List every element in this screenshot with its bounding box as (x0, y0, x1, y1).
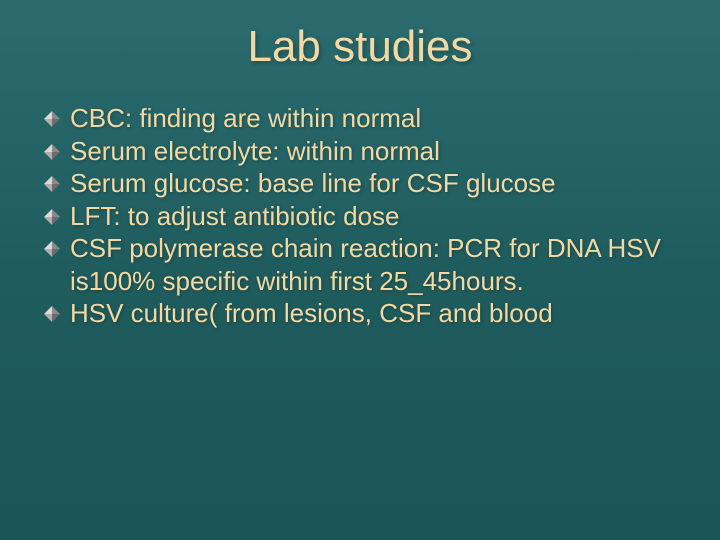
bullet-list: CBC: finding are within normal Serum ele… (0, 72, 720, 330)
diamond-bullet-icon (44, 241, 60, 257)
bullet-text: CSF polymerase chain reaction: PCR for D… (70, 232, 676, 297)
bullet-text: CBC: finding are within normal (70, 102, 421, 135)
diamond-bullet-icon (44, 209, 60, 225)
list-item: CSF polymerase chain reaction: PCR for D… (44, 232, 676, 297)
list-item: HSV culture( from lesions, CSF and blood (44, 297, 676, 330)
list-item: Serum electrolyte: within normal (44, 135, 676, 168)
bullet-text: LFT: to adjust antibiotic dose (70, 200, 400, 233)
diamond-bullet-icon (44, 144, 60, 160)
list-item: CBC: finding are within normal (44, 102, 676, 135)
slide-title: Lab studies (0, 0, 720, 72)
slide: Lab studies CBC: finding are within norm… (0, 0, 720, 540)
diamond-bullet-icon (44, 176, 60, 192)
diamond-bullet-icon (44, 306, 60, 322)
bullet-text: Serum glucose: base line for CSF glucose (70, 167, 556, 200)
bullet-text: HSV culture( from lesions, CSF and blood (70, 297, 553, 330)
list-item: Serum glucose: base line for CSF glucose (44, 167, 676, 200)
list-item: LFT: to adjust antibiotic dose (44, 200, 676, 233)
bullet-text: Serum electrolyte: within normal (70, 135, 440, 168)
diamond-bullet-icon (44, 111, 60, 127)
